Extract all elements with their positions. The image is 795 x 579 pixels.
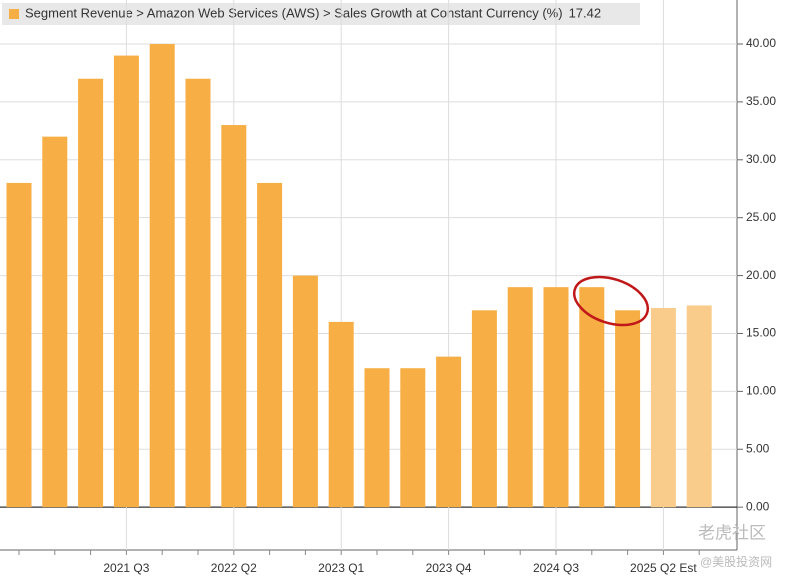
bar [471, 310, 497, 508]
y-tick-label: 0.00 [746, 499, 770, 513]
bar [149, 44, 175, 508]
bar [543, 287, 569, 508]
chart-title: Segment Revenue > Amazon Web Services (A… [25, 5, 563, 20]
title-value: 17.42 [569, 5, 602, 20]
bar [328, 321, 354, 508]
bar [507, 287, 533, 508]
x-tick-label: 2023 Q4 [426, 561, 472, 575]
bar [257, 182, 283, 508]
legend-box [2, 3, 640, 25]
y-tick-label: 35.00 [746, 94, 776, 108]
bar [42, 136, 68, 508]
bar [579, 287, 605, 508]
bar [364, 368, 390, 508]
bar [221, 125, 247, 508]
y-tick-label: 40.00 [746, 36, 776, 50]
bar [78, 78, 104, 508]
x-tick-label: 2024 Q3 [533, 561, 579, 575]
bar [686, 305, 712, 508]
x-tick-label: 2021 Q3 [103, 561, 149, 575]
y-tick-label: 10.00 [746, 384, 776, 398]
y-tick-label: 20.00 [746, 268, 776, 282]
bar [400, 368, 426, 508]
legend-swatch [9, 9, 19, 19]
highlight-ellipse [572, 275, 650, 327]
bar [436, 356, 462, 508]
bar [6, 182, 32, 508]
bar [650, 308, 676, 508]
x-tick-label: 2022 Q2 [211, 561, 257, 575]
watermark-brand: 老虎社区 [698, 523, 766, 542]
y-tick-label: 25.00 [746, 210, 776, 224]
y-tick-label: 30.00 [746, 152, 776, 166]
x-tick-label: 2023 Q1 [318, 561, 364, 575]
x-tick-label: 2025 Q2 Est [630, 561, 697, 575]
y-tick-label: 15.00 [746, 326, 776, 340]
bar [292, 275, 318, 508]
bar [185, 78, 211, 508]
y-tick-label: 5.00 [746, 441, 770, 455]
watermark-source: @美股投资网 [700, 554, 772, 569]
bar [615, 310, 641, 508]
bar [113, 55, 139, 508]
bar-layer [6, 44, 712, 508]
